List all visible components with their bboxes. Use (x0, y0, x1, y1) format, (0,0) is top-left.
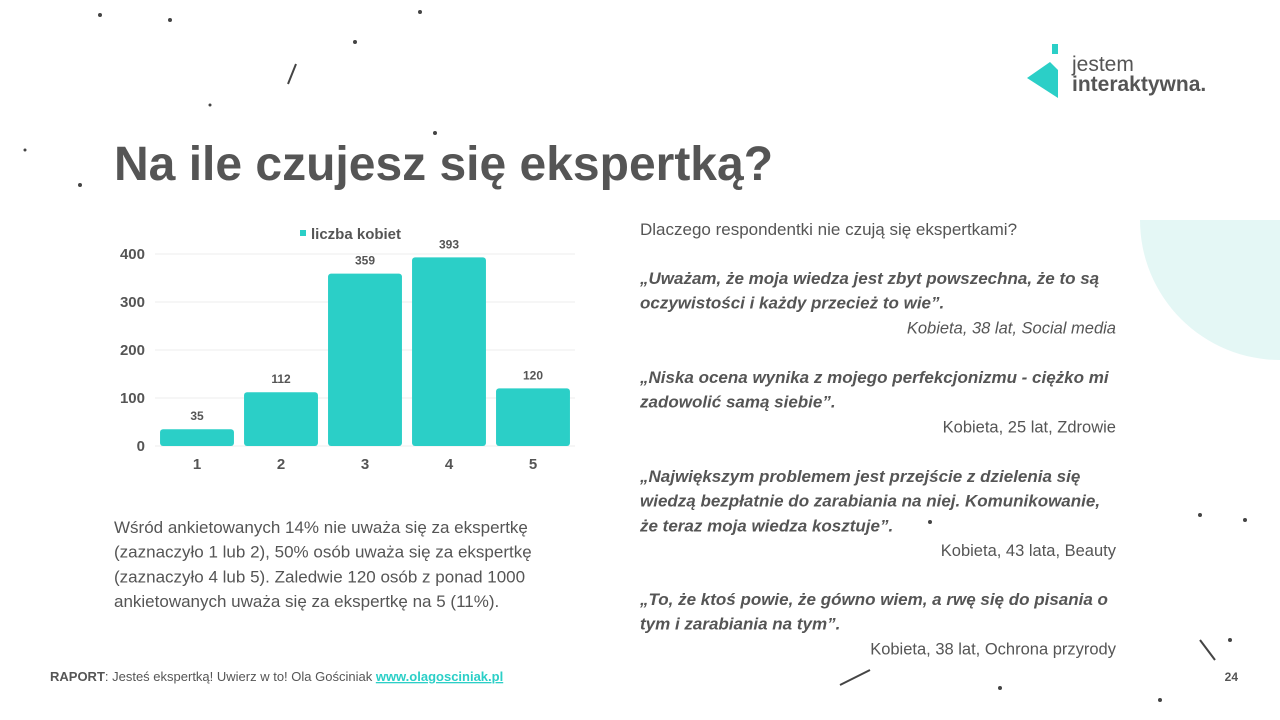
quote-author: Kobieta, 43 lata, Beauty (941, 542, 1117, 560)
quote-line: zadowolić samą siebie”. (639, 393, 836, 412)
logo: jestem interaktywna. (1027, 44, 1206, 98)
data-label: 359 (355, 254, 375, 268)
quote-line: oczywistości i każdy przecież to wie”. (640, 294, 944, 313)
summary-line: (zaznaczyło 1 lub 2), 50% osób uważa się… (114, 543, 532, 562)
quote-line: że teraz moja wiedza kosztuje”. (639, 516, 893, 535)
y-tick-label: 0 (137, 438, 145, 455)
quote-author: Kobieta, 38 lat, Social media (907, 319, 1116, 337)
summary-line: (zaznaczyło 4 lub 5). Zaledwie 120 osób … (114, 567, 525, 586)
bar (160, 429, 234, 446)
summary-line: ankietowanych uważa się za ekspertkę na … (114, 592, 499, 611)
quote-line: „To, że ktoś powie, że gówno wiem, a rwę… (639, 590, 1108, 609)
quote-author: Kobieta, 38 lat, Ochrona przyrody (870, 640, 1117, 658)
y-tick-label: 200 (120, 342, 145, 359)
data-label: 112 (271, 372, 291, 386)
x-tick-label: 3 (361, 456, 369, 473)
slide-title: Na ile czujesz się ekspertką? (114, 138, 773, 191)
data-label: 120 (523, 368, 543, 382)
y-tick-label: 300 (120, 294, 145, 311)
footer: RAPORT: Jesteś ekspertką! Uwierz w to! O… (50, 669, 503, 684)
x-tick-label: 5 (529, 456, 537, 473)
quote-line: wiedzą bezpłatnie do zarabiania na niej.… (640, 492, 1100, 511)
decor-circle (1140, 220, 1280, 360)
y-tick-label: 100 (120, 390, 145, 407)
x-tick-label: 2 (277, 456, 285, 473)
footer-label: RAPORT (50, 669, 105, 684)
data-label: 393 (439, 237, 459, 251)
quote-author: Kobieta, 25 lat, Zdrowie (943, 418, 1116, 436)
y-tick-label: 400 (120, 246, 145, 263)
quote-line: „Uważam, że moja wiedza jest zbyt powsze… (639, 269, 1099, 288)
quote-line: „Największym problemem jest przejście z … (639, 467, 1080, 486)
summary-line: Wśród ankietowanych 14% nie uważa się za… (114, 518, 528, 537)
quote-line: tym i zarabiania na tym”. (640, 615, 840, 634)
bar (328, 273, 402, 446)
decor-dots (23, 10, 1247, 702)
bar (244, 392, 318, 446)
x-tick-label: 1 (193, 456, 201, 473)
page-number: 24 (1225, 670, 1239, 684)
x-tick-label: 4 (445, 456, 454, 473)
legend-label: liczba kobiet (311, 226, 401, 243)
data-label: 35 (190, 409, 204, 423)
logo-text: interaktywna. (1072, 73, 1206, 96)
footer-link[interactable]: www.olagosciniak.pl (375, 669, 503, 684)
footer-text: : Jesteś ekspertką! Uwierz w to! Ola Goś… (105, 669, 376, 684)
quote-line: „Niska ocena wynika z mojego perfekcjoni… (639, 368, 1110, 387)
bar (412, 257, 486, 446)
logo-text: jestem (1071, 53, 1134, 76)
question: Dlaczego respondentki nie czują się eksp… (640, 220, 1017, 239)
legend-marker (300, 230, 306, 236)
bar (496, 388, 570, 446)
